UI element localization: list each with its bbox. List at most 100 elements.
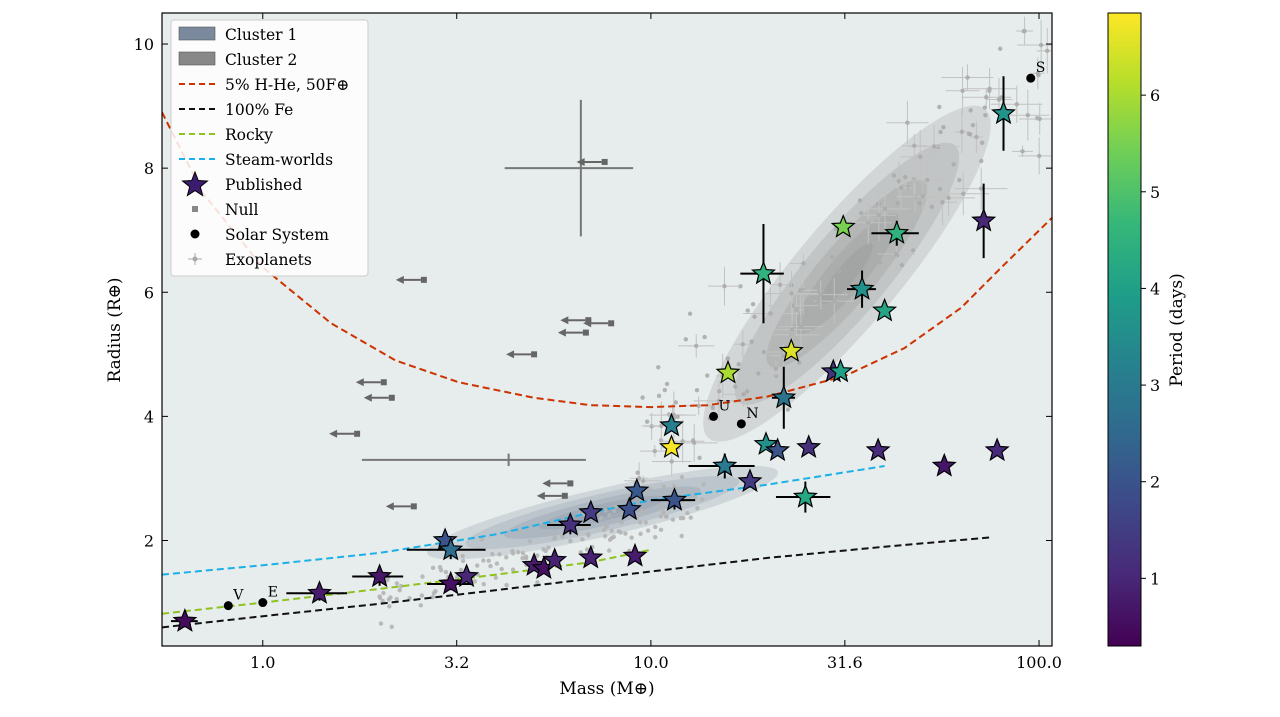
legend-label: Null	[225, 201, 259, 219]
exoplanet-point	[866, 220, 871, 225]
exoplanet-point	[430, 565, 436, 571]
null-arrow-head	[329, 429, 338, 438]
exoplanet-point	[717, 389, 722, 394]
null-results-layer	[329, 99, 634, 511]
colorbar-tick-label: 3	[1150, 376, 1160, 395]
exoplanet-point	[387, 604, 392, 609]
exoplanet-point	[486, 558, 491, 563]
exoplanet-point	[380, 598, 385, 604]
solar-system-label: E	[268, 585, 278, 601]
exoplanet-point	[541, 547, 546, 552]
exoplanet-point	[968, 108, 973, 113]
exoplanet-point	[695, 505, 700, 511]
exoplanet-point	[966, 131, 972, 136]
exoplanet-point	[998, 46, 1003, 51]
exoplanet-point	[702, 334, 707, 340]
exoplanet-point	[527, 538, 532, 544]
exoplanet-point	[710, 405, 716, 411]
published-planet-star	[792, 483, 818, 508]
exoplanet-point	[437, 564, 443, 570]
exoplanet-point	[798, 324, 804, 329]
exoplanet-point	[407, 596, 412, 601]
exoplanet-point	[582, 525, 587, 530]
exoplanet-point	[798, 288, 803, 293]
exoplanet-point	[397, 587, 402, 593]
y-tick-label: 10	[134, 35, 154, 54]
exoplanet-point	[741, 392, 746, 397]
exoplanet-point	[982, 105, 988, 110]
null-marker	[608, 320, 615, 327]
legend-label: Solar System	[225, 226, 329, 244]
exoplanet-point	[951, 162, 956, 167]
exoplanet-point	[744, 389, 750, 394]
exoplanet-point	[761, 349, 767, 355]
null-marker	[420, 276, 427, 283]
published-planet-star	[712, 452, 738, 477]
colorbar-tick-label: 1	[1150, 569, 1160, 588]
published-planet-star	[659, 434, 684, 459]
exoplanet-point	[602, 534, 608, 539]
published-planet-star	[715, 359, 741, 384]
exoplanet-point	[430, 594, 435, 600]
exoplanet-point	[961, 191, 966, 196]
exoplanet-point	[394, 581, 400, 586]
exoplanet-point	[1036, 153, 1042, 159]
exoplanet-point	[504, 582, 509, 588]
exoplanet-point	[960, 88, 965, 94]
exoplanet-point	[493, 575, 498, 580]
colorbar-tick-label: 5	[1150, 183, 1160, 202]
exoplanet-point	[683, 337, 689, 342]
exoplanet-point	[490, 551, 495, 557]
exoplanet-point	[957, 177, 962, 183]
exoplanet-point	[516, 529, 522, 535]
exoplanet-point	[925, 177, 930, 183]
exoplanet-point	[535, 580, 540, 585]
legend-box	[170, 19, 369, 277]
exoplanet-point	[898, 185, 904, 191]
exoplanet-point	[652, 448, 657, 454]
exoplanet-point	[645, 528, 651, 533]
exoplanet-point	[929, 204, 934, 209]
axes-layer: 1.0 3.2 10.0 31.6 100.0 2 4 6 8 10	[134, 13, 1062, 672]
exoplanet-point	[1022, 28, 1027, 34]
exoplanet-point	[670, 517, 676, 522]
exoplanet-point	[859, 210, 864, 216]
exoplanet-point	[644, 419, 650, 424]
null-arrow-head	[576, 157, 585, 166]
null-arrow-head	[395, 275, 404, 284]
exoplanet-point	[679, 474, 685, 480]
exoplanet-point	[941, 125, 946, 130]
published-planet-star	[765, 437, 791, 462]
exoplanet-point	[979, 140, 985, 146]
exoplanet-point	[832, 298, 837, 304]
exoplanet-point	[568, 538, 573, 544]
exoplanet-point	[1038, 42, 1044, 48]
exoplanet-point	[510, 551, 516, 556]
exoplanet-point	[696, 403, 701, 408]
exoplanet-point	[603, 508, 608, 513]
solar-system-body	[258, 598, 268, 608]
exoplanet-point	[398, 583, 404, 589]
exoplanet-point	[520, 555, 525, 561]
exoplanet-point	[647, 486, 652, 492]
null-marker	[380, 379, 387, 386]
published-planet-star	[872, 297, 898, 322]
null-arrow-head	[536, 491, 545, 500]
null-arrow-head	[560, 316, 569, 325]
exoplanet-point	[756, 371, 761, 376]
exoplanet-point	[699, 497, 705, 502]
legend-dot	[190, 229, 200, 239]
y-tick-label: 2	[144, 532, 154, 551]
y-axis-label: Radius (R⊕)	[105, 277, 125, 382]
exoplanet-point	[789, 291, 794, 296]
exoplanet-point	[656, 365, 661, 370]
published-planet-star	[750, 260, 776, 285]
exoplanet-point	[580, 536, 585, 542]
exoplanet-point	[516, 550, 521, 555]
exoplanet-point	[520, 550, 526, 556]
published-planet-star	[659, 412, 684, 437]
published-planet-star	[307, 580, 332, 604]
exoplanet-point	[546, 545, 551, 550]
exoplanet-point	[984, 94, 989, 100]
exoplanet-point	[876, 213, 882, 218]
